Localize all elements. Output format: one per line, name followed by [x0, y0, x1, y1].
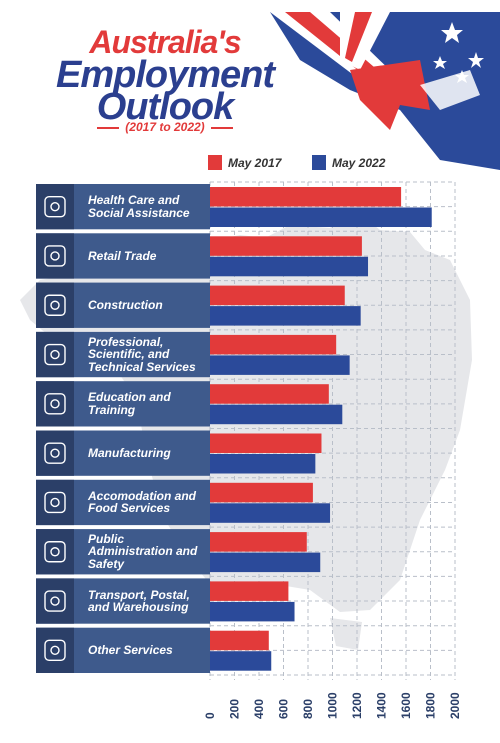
icon-panel [36, 282, 74, 328]
excavator-icon [44, 294, 66, 316]
x-tick-label: 1200 [350, 692, 364, 719]
x-tick-label: 1800 [424, 692, 438, 719]
bar-may2022 [210, 503, 331, 523]
icon-panel [36, 233, 74, 279]
bar-may2022 [210, 207, 432, 227]
hand-heart-icon [44, 195, 66, 218]
bar-may2022 [210, 601, 295, 622]
bar-may2017 [210, 334, 337, 355]
icon-panel [36, 578, 74, 624]
x-tick-label: 200 [228, 699, 242, 719]
icon-panel [36, 381, 74, 427]
icon-panel [36, 479, 74, 526]
bar-may2017 [210, 482, 313, 503]
factory-icon [44, 442, 66, 464]
open-book-icon [44, 393, 66, 415]
title-line-2: Employment [55, 54, 275, 96]
category-label: Accomodation and Food Services [88, 488, 197, 516]
bar-may2017 [210, 187, 402, 207]
subtitle-text: (2017 to 2022) [125, 120, 205, 134]
bar-may2022 [210, 256, 369, 277]
bar-may2017 [210, 285, 345, 306]
flag-decoration [270, 12, 500, 170]
category-label: Education and Training [88, 390, 171, 417]
category-label: Construction [88, 297, 163, 312]
x-tick-label: 0 [203, 712, 217, 719]
food-dish-icon [44, 491, 66, 514]
title-line-1: Australia's [89, 24, 241, 60]
bar-may2017 [210, 384, 329, 404]
legend-swatch-may2022 [312, 155, 326, 170]
title-line-3: Outlook [96, 86, 235, 128]
category-label: Retail Trade [88, 248, 157, 263]
icon-panel [36, 331, 74, 378]
category-panels [36, 184, 210, 673]
icon-panel [36, 430, 74, 476]
gear-icon [44, 639, 66, 662]
professional-person-icon [44, 343, 66, 366]
category-label: Manufacturing [88, 445, 171, 460]
subtitle: (2017 to 2022) [0, 120, 330, 134]
truck-icon [44, 590, 66, 612]
padlock-icon [44, 541, 66, 563]
x-tick-labels: 0 200 400 600 800 1000 1200 1400 1600 1800 2000 [203, 692, 462, 719]
icon-panel [36, 529, 74, 575]
category-label: Other Services [88, 643, 173, 658]
category-label: Health Care and Social Assistance [88, 193, 190, 220]
legend-label-may2022: May 2022 [332, 156, 386, 170]
bar-may2017 [210, 581, 289, 601]
category-label: Transport, Postal, and Warehousing [88, 587, 190, 615]
category-label: Professional, Scientific, and Technical … [88, 334, 196, 374]
bar-may2017 [210, 532, 307, 552]
x-tick-label: 2000 [448, 692, 462, 719]
x-tick-label: 1000 [326, 692, 340, 719]
shopping-bag-icon [44, 245, 66, 267]
bar-may2022 [210, 651, 272, 671]
x-tick-label: 1600 [399, 692, 413, 719]
bar-may2017 [210, 433, 322, 453]
icon-panel [36, 184, 74, 230]
legend-swatch-may2017 [208, 155, 222, 170]
bar-may2022 [210, 404, 343, 425]
bars [210, 187, 432, 671]
bar-may2022 [210, 355, 350, 375]
x-tick-label: 400 [252, 699, 266, 719]
x-tick-label: 800 [301, 699, 315, 719]
bar-may2022 [210, 306, 361, 326]
legend-label-may2017: May 2017 [228, 156, 282, 170]
x-tick-label: 1400 [375, 692, 389, 719]
bar-may2022 [210, 552, 321, 573]
category-icons [44, 195, 66, 662]
x-tick-label: 600 [277, 699, 291, 719]
bar-may2022 [210, 454, 316, 474]
bar-may2017 [210, 630, 269, 651]
icon-panel [36, 627, 74, 673]
category-label: Public Administration and Safety [88, 531, 198, 571]
bar-may2017 [210, 236, 362, 256]
